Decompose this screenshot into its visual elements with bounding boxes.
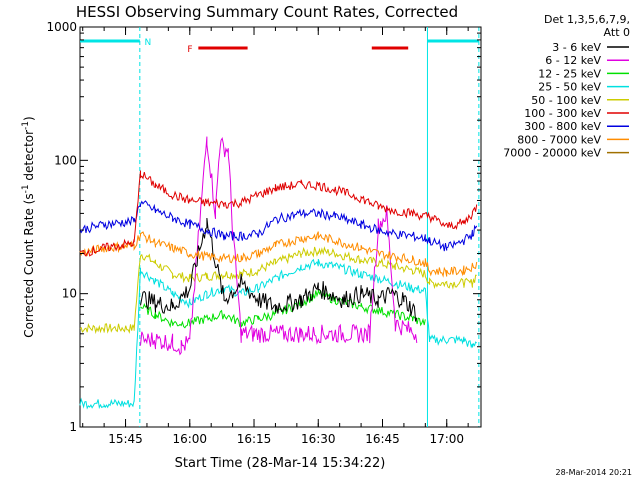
y-tick-label: 1000 [46, 20, 77, 34]
series-line-800-7000-kev [79, 231, 478, 278]
legend-label: 3 - 6 keV [552, 41, 601, 54]
x-tick-label: 15:45 [108, 432, 143, 446]
y-tick-label: 1 [69, 420, 77, 434]
series-line-12-25-kev [140, 289, 426, 329]
x-tick-label: 16:45 [365, 432, 400, 446]
series-line-50-100-kev [79, 246, 477, 335]
axes: 1 10 100 1000 15:45 16:00 16:15 16:30 16:45 17:00 [46, 20, 481, 446]
legend-header-attenuator: Att 0 [604, 26, 630, 39]
x-axis-label: Start Time (28-Mar-14 15:34:22) [175, 456, 386, 471]
series-line-300-800-kev [79, 200, 478, 252]
x-tick-label: 16:00 [172, 432, 207, 446]
night-label: N [145, 38, 152, 48]
legend-label: 12 - 25 keV [538, 67, 601, 80]
legend-label: 50 - 100 keV [531, 94, 601, 107]
x-tick-label: 17:00 [429, 432, 464, 446]
series-line-25-50-kev [79, 258, 478, 410]
series-line-3-6-kev [140, 217, 418, 322]
x-tick-label: 16:30 [301, 432, 336, 446]
legend-label: 100 - 300 keV [524, 107, 601, 120]
legend-label: 25 - 50 keV [538, 81, 601, 94]
y-tick-label: 10 [62, 287, 77, 301]
plot-frame [79, 26, 482, 428]
y-axis-label: Corrected Count Rate (s-1 detector-1) [21, 116, 36, 337]
y-tick-label: 100 [54, 153, 77, 167]
legend-label: 6 - 12 keV [545, 54, 601, 67]
legend-label: 800 - 7000 keV [517, 133, 601, 146]
flare-label: F [187, 45, 192, 55]
chart-title: HESSI Observing Summary Count Rates, Cor… [76, 3, 458, 21]
legend-header-detectors: Det 1,3,5,6,7,9, [544, 13, 630, 26]
series-line-100-300-kev [79, 170, 478, 257]
legend-label: 7000 - 20000 keV [503, 147, 601, 160]
legend-label: 300 - 800 keV [524, 120, 601, 133]
plot-timestamp: 28-Mar-2014 20:21 [556, 468, 633, 477]
x-tick-label: 16:15 [237, 432, 272, 446]
plot-area: NF [79, 27, 480, 427]
series-line-6-12-kev [140, 136, 418, 356]
